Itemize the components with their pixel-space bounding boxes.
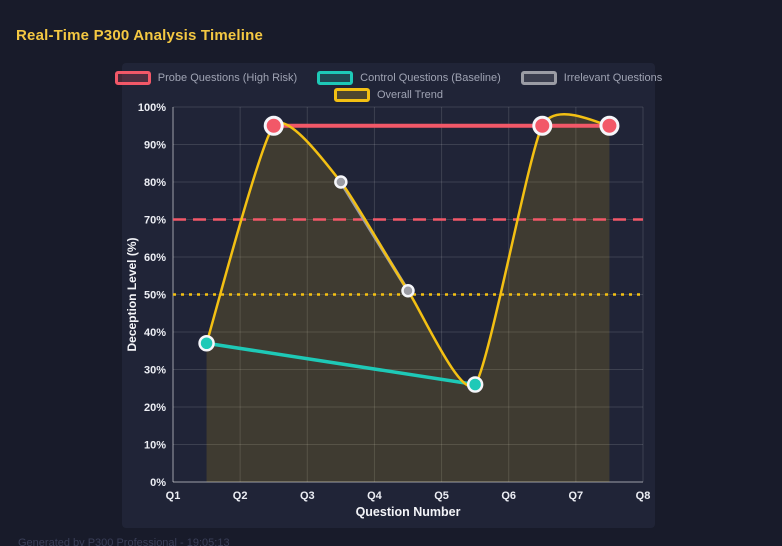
legend-item-irrelevant[interactable]: Irrelevant Questions	[520, 71, 663, 85]
legend-label-irrelevant: Irrelevant Questions	[563, 72, 663, 84]
x-tick-label: Q8	[636, 490, 651, 502]
legend-swatch-control	[317, 71, 354, 85]
legend-row: Probe Questions (High Risk) Control Quest…	[114, 71, 663, 85]
y-tick-label: 80%	[144, 177, 166, 189]
legend-label-trend: Overall Trend	[376, 89, 444, 101]
legend-item-probe[interactable]: Probe Questions (High Risk)	[114, 71, 298, 85]
legend-swatch-irrelevant	[520, 71, 557, 85]
data-point-control[interactable]	[466, 376, 484, 393]
legend-swatch-probe	[114, 71, 151, 85]
data-point-probe[interactable]	[599, 115, 620, 136]
y-axis-title: Deception Level (%)	[125, 237, 139, 351]
x-axis-title: Question Number	[356, 505, 461, 519]
y-tick-label: 50%	[144, 290, 166, 302]
legend-label-probe: Probe Questions (High Risk)	[157, 72, 298, 84]
chart-panel: Probe Questions (High Risk) Control Quest…	[114, 63, 662, 528]
footer-note: Generated by P300 Professional - 19:05:1…	[18, 537, 230, 546]
chart-legend: Probe Questions (High Risk) Control Quest…	[114, 71, 662, 102]
y-tick-label: 0%	[150, 477, 166, 489]
y-tick-label: 100%	[138, 102, 166, 114]
data-point-irrelevant[interactable]	[401, 284, 415, 298]
x-tick-label: Q2	[233, 490, 248, 502]
x-tick-label: Q4	[367, 490, 383, 502]
y-tick-label: 90%	[144, 140, 166, 152]
p300-timeline-chart: 0% 10% 20% 30% 40% 50% 60% 70% 80% 90% 100% Q1 Q2 Q3 Q…	[125, 102, 651, 519]
y-tick-label: 30%	[144, 365, 166, 377]
y-tick-label: 70%	[144, 215, 166, 227]
data-point-irrelevant[interactable]	[334, 175, 348, 189]
page-title: Real-Time P300 Analysis Timeline	[16, 27, 264, 44]
x-tick-label: Q3	[300, 490, 315, 502]
data-point-probe[interactable]	[263, 115, 284, 136]
y-tick-label: 10%	[144, 440, 166, 452]
y-tick-label: 40%	[144, 327, 166, 339]
legend-swatch-trend	[333, 88, 370, 102]
legend-row: Overall Trend	[333, 88, 444, 102]
y-tick-label: 20%	[144, 402, 166, 414]
legend-item-trend[interactable]: Overall Trend	[333, 88, 444, 102]
trend-area-fill	[206, 114, 610, 482]
data-point-probe[interactable]	[532, 115, 553, 136]
legend-label-control: Control Questions (Baseline)	[360, 72, 501, 84]
legend-item-control[interactable]: Control Questions (Baseline)	[317, 71, 501, 85]
y-tick-label: 60%	[144, 252, 166, 264]
x-tick-label: Q5	[434, 490, 449, 502]
x-tick-label: Q1	[166, 490, 181, 502]
x-tick-label: Q7	[569, 490, 584, 502]
series-line-control	[204, 341, 477, 387]
x-tick-label: Q6	[501, 490, 516, 502]
data-point-control[interactable]	[198, 335, 215, 352]
